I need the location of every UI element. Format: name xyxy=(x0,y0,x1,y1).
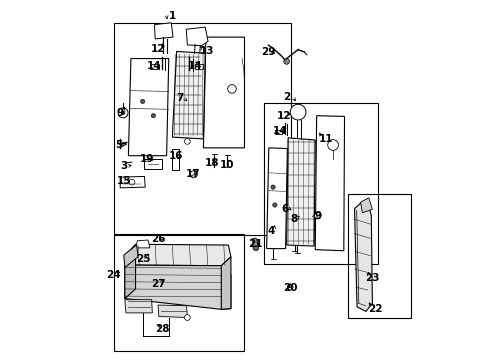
Text: 18: 18 xyxy=(204,158,219,168)
Text: 25: 25 xyxy=(136,254,151,264)
Text: 19: 19 xyxy=(140,154,154,164)
Text: 23: 23 xyxy=(365,273,379,283)
Circle shape xyxy=(283,59,289,64)
Bar xyxy=(264,103,378,264)
Text: 15: 15 xyxy=(116,176,131,186)
Polygon shape xyxy=(124,255,135,298)
Circle shape xyxy=(184,315,190,320)
Text: 28: 28 xyxy=(155,324,169,334)
Circle shape xyxy=(272,203,276,207)
Polygon shape xyxy=(203,37,244,148)
Circle shape xyxy=(118,108,128,118)
Text: 14: 14 xyxy=(147,61,162,71)
Polygon shape xyxy=(144,159,162,169)
Polygon shape xyxy=(360,198,372,213)
Text: 20: 20 xyxy=(283,283,297,293)
Text: 16: 16 xyxy=(168,151,183,161)
Polygon shape xyxy=(154,23,173,39)
Text: 12: 12 xyxy=(276,111,290,121)
Circle shape xyxy=(327,140,338,150)
Polygon shape xyxy=(120,176,145,188)
Polygon shape xyxy=(221,257,230,309)
Text: 27: 27 xyxy=(151,279,166,289)
Circle shape xyxy=(270,185,275,189)
Circle shape xyxy=(140,99,144,104)
Text: 4: 4 xyxy=(267,226,274,236)
Polygon shape xyxy=(251,238,258,246)
Circle shape xyxy=(121,111,124,114)
Polygon shape xyxy=(354,203,372,311)
Polygon shape xyxy=(186,27,207,46)
Text: 2: 2 xyxy=(283,92,290,102)
Circle shape xyxy=(287,284,292,290)
Polygon shape xyxy=(128,59,168,156)
Polygon shape xyxy=(135,240,149,248)
Polygon shape xyxy=(266,148,287,249)
Polygon shape xyxy=(124,300,152,313)
Text: 7: 7 xyxy=(176,93,183,103)
Text: 6: 6 xyxy=(281,203,288,213)
Text: 3: 3 xyxy=(120,161,127,171)
Text: 12: 12 xyxy=(150,44,165,54)
Polygon shape xyxy=(172,51,205,139)
Text: 14: 14 xyxy=(187,62,202,71)
Text: 14: 14 xyxy=(272,126,287,136)
Text: 21: 21 xyxy=(247,239,262,249)
Bar xyxy=(114,234,244,351)
Circle shape xyxy=(314,212,320,219)
Text: 9: 9 xyxy=(314,211,321,221)
Text: 17: 17 xyxy=(185,168,200,179)
Circle shape xyxy=(184,139,190,144)
Text: 13: 13 xyxy=(199,46,214,56)
Polygon shape xyxy=(315,116,344,251)
Text: 26: 26 xyxy=(151,234,166,244)
Circle shape xyxy=(290,104,305,120)
Bar xyxy=(149,64,159,69)
Text: 24: 24 xyxy=(105,270,120,280)
Text: 22: 22 xyxy=(367,304,381,314)
Polygon shape xyxy=(124,265,230,309)
Text: 29: 29 xyxy=(261,47,275,57)
Polygon shape xyxy=(123,245,138,267)
Polygon shape xyxy=(158,305,187,318)
Text: 9: 9 xyxy=(116,108,123,118)
Text: 10: 10 xyxy=(220,160,234,170)
Bar xyxy=(114,23,290,235)
Bar xyxy=(195,64,203,69)
Text: 11: 11 xyxy=(318,134,332,144)
Bar xyxy=(274,130,282,134)
Circle shape xyxy=(253,245,258,251)
Text: 5: 5 xyxy=(115,140,122,150)
Polygon shape xyxy=(124,244,230,266)
Circle shape xyxy=(190,171,197,178)
Circle shape xyxy=(227,85,236,93)
Polygon shape xyxy=(286,138,315,246)
Circle shape xyxy=(129,179,135,185)
Circle shape xyxy=(151,113,155,118)
Text: 8: 8 xyxy=(289,214,297,224)
Text: 1: 1 xyxy=(168,11,176,21)
Polygon shape xyxy=(172,149,179,170)
Bar xyxy=(347,194,410,318)
